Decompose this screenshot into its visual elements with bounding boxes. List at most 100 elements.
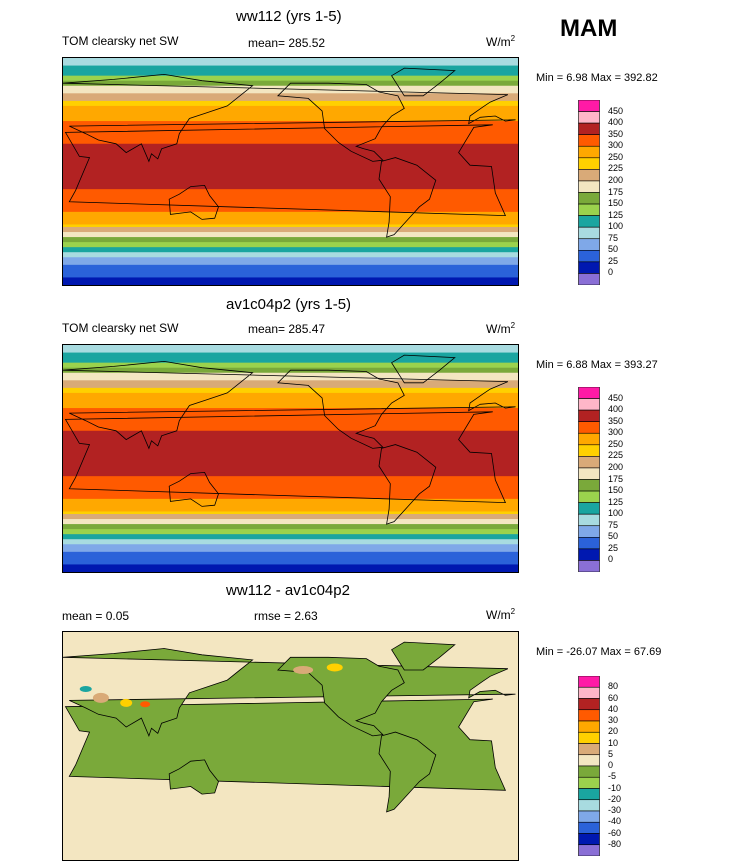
field-band: [63, 453, 518, 457]
field-band: [63, 561, 518, 565]
panel-3-units: W/m2: [486, 607, 516, 622]
continent-outline: [64, 124, 507, 217]
field-band: [63, 196, 518, 200]
colorbar-tick-label: 200: [608, 174, 624, 185]
field-band: [63, 105, 518, 109]
colorbar-box: [578, 537, 600, 550]
field-band: [63, 100, 518, 104]
field-band: [63, 128, 518, 132]
colorbar-tick-label: 350: [608, 415, 624, 426]
field-band: [63, 121, 518, 125]
continent-outline: [63, 360, 516, 450]
field-band: [63, 496, 518, 500]
field-band: [63, 493, 518, 497]
field-band: [63, 554, 518, 558]
field-band: [63, 179, 518, 183]
panel-3-rmse: rmse = 2.63: [254, 609, 318, 623]
colorbar-box: [578, 799, 600, 812]
field-band: [63, 395, 518, 399]
colorbar-tick-label: 0: [608, 267, 614, 278]
field-band: [63, 181, 518, 185]
field-band: [63, 141, 518, 145]
field-band: [63, 559, 518, 563]
colorbar-box: [578, 180, 600, 193]
colorbar-tick-label: -60: [608, 827, 622, 838]
field-band: [63, 63, 518, 67]
field-band: [63, 415, 518, 419]
field-band: [63, 226, 518, 231]
field-band: [63, 410, 518, 414]
colorbar-tick-label: 400: [608, 404, 624, 415]
field-band: [63, 168, 518, 172]
field-band: [63, 85, 518, 89]
colorbar-box: [578, 157, 600, 170]
field-band: [63, 136, 518, 140]
panel-1-units: W/m2: [486, 34, 516, 49]
colorbar-tick-label: 50: [608, 531, 619, 542]
field-band: [63, 189, 518, 193]
field-band: [63, 531, 518, 535]
colorbar-box: [578, 145, 600, 159]
panel-3-minmax: Min = -26.07 Max = 67.69: [536, 646, 662, 658]
field-band: [63, 473, 518, 477]
field-band: [63, 483, 518, 487]
field-band: [63, 73, 518, 77]
field-band: [63, 448, 518, 452]
colorbar-tick-label: 75: [608, 232, 619, 243]
field-band: [63, 153, 518, 157]
field-band: [63, 498, 518, 502]
panel-2-variable-label: TOM clearsky net SW: [62, 321, 179, 335]
colorbar-box: [578, 100, 600, 112]
field-band: [63, 148, 518, 152]
diff-anomaly: [92, 692, 109, 703]
field-band: [63, 274, 518, 278]
colorbar-tick-label: -40: [608, 816, 622, 827]
colorbar-box: [578, 122, 600, 135]
colorbar-tick-label: -80: [608, 838, 622, 849]
field-band: [63, 156, 518, 160]
colorbar-tick-label: -20: [608, 793, 622, 804]
field-band: [63, 377, 518, 381]
field-band: [63, 360, 518, 364]
colorbar-tick-label: 125: [608, 209, 624, 220]
colorbar-box: [578, 720, 600, 733]
colorbar-box: [578, 226, 600, 240]
colorbar-box: [578, 821, 600, 834]
colorbar-tick-label: 400: [608, 117, 624, 128]
colorbar-tick-label: 25: [608, 542, 619, 553]
diff-anomaly: [140, 701, 151, 708]
colorbar-tick-label: 175: [608, 473, 624, 484]
colorbar-tick-label: 5: [608, 748, 614, 759]
continent-outline: [168, 471, 219, 507]
field-band: [63, 455, 518, 459]
field-band: [63, 511, 518, 515]
colorbar-tick-label: -10: [608, 782, 622, 793]
panel-3-field: [63, 632, 518, 860]
field-band: [63, 249, 518, 253]
field-band: [63, 204, 518, 208]
field-band: [63, 252, 518, 256]
field-band: [63, 385, 518, 389]
continent-outline: [277, 369, 405, 449]
field-band: [63, 564, 518, 568]
field-band: [63, 372, 518, 376]
field-band: [63, 224, 518, 228]
field-band: [63, 279, 518, 283]
field-band: [63, 551, 518, 555]
field-band: [63, 214, 518, 218]
continent-outline: [378, 157, 437, 238]
field-band: [63, 234, 518, 238]
field-band: [63, 78, 518, 82]
panel-3-title: ww112 - av1c04p2: [226, 582, 350, 599]
field-band: [63, 98, 518, 102]
colorbar-box: [578, 844, 600, 856]
field-band: [63, 103, 518, 107]
field-band: [63, 438, 518, 442]
field-band: [63, 272, 518, 276]
season-label: MAM: [560, 15, 618, 42]
field-band: [63, 65, 518, 69]
field-band: [63, 471, 518, 475]
field-band: [63, 491, 518, 495]
colorbar-box: [578, 387, 600, 399]
panel-1-minmax: Min = 6.98 Max = 392.82: [536, 72, 658, 84]
